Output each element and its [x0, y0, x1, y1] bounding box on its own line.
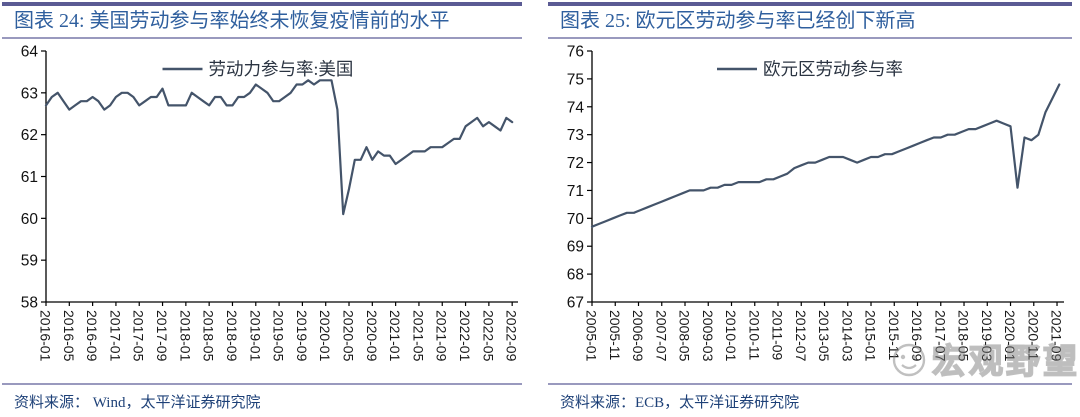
svg-text:2019-01: 2019-01: [247, 310, 263, 362]
svg-text:2014-03: 2014-03: [839, 310, 855, 362]
svg-text:2016-09: 2016-09: [84, 310, 100, 362]
chart-title: 图表 25: 欧元区劳动参与率已经创下新高: [560, 10, 916, 32]
svg-text:2019-09: 2019-09: [294, 310, 310, 362]
svg-text:劳动力参与率:美国: 劳动力参与率:美国: [209, 59, 354, 79]
svg-text:2020-09: 2020-09: [364, 310, 380, 362]
svg-text:2020-11: 2020-11: [1025, 310, 1041, 361]
source-divider: [548, 383, 1072, 385]
svg-text:59: 59: [21, 253, 38, 270]
svg-text:2018-05: 2018-05: [956, 310, 972, 362]
y-axis: 67 68 69 70 71 72 73 74 75 76: [567, 44, 593, 312]
svg-text:2022-05: 2022-05: [480, 310, 496, 362]
svg-text:74: 74: [567, 99, 585, 116]
svg-text:2010-11: 2010-11: [746, 310, 762, 361]
us-labor-participation-line-chart: 58 59 60 61 62 63 64 2016-01 2016-05 2016-09 2017-…: [21, 44, 520, 362]
svg-text:69: 69: [567, 239, 584, 256]
svg-text:2009-03: 2009-03: [700, 310, 716, 362]
svg-text:62: 62: [21, 127, 38, 144]
x-axis: 2016-01 2016-05 2016-09 2017-01 2017-05 2017-…: [38, 301, 520, 362]
svg-text:2015-01: 2015-01: [863, 310, 879, 362]
legend: 劳动力参与率:美国: [162, 59, 354, 79]
svg-text:2017-01: 2017-01: [107, 310, 123, 362]
svg-text:2015-11: 2015-11: [886, 310, 902, 361]
svg-text:72: 72: [567, 155, 584, 172]
y-axis: 58 59 60 61 62 63 64: [21, 44, 47, 312]
svg-text:2007-07: 2007-07: [653, 310, 669, 362]
svg-text:73: 73: [567, 127, 584, 144]
eurozone-labor-participation-line-chart: 67 68 69 70 71 72 73 74 75 76 2005-01 2005-11 2006-0…: [567, 44, 1065, 362]
chart-panel-eurozone-labor-participation: 图表 25: 欧元区劳动参与率已经创下新高 67 68 69 70 71 72 73 74 75…: [548, 2, 1072, 412]
svg-text:63: 63: [21, 85, 38, 102]
svg-text:2016-01: 2016-01: [38, 310, 54, 362]
svg-text:70: 70: [567, 211, 585, 228]
svg-text:2017-09: 2017-09: [154, 310, 170, 362]
svg-text:2020-05: 2020-05: [341, 310, 357, 362]
svg-text:2022-01: 2022-01: [457, 310, 473, 362]
title-divider: [2, 37, 522, 39]
title-divider: [548, 37, 1072, 39]
svg-text:2017-05: 2017-05: [131, 310, 147, 362]
svg-text:2006-09: 2006-09: [630, 310, 646, 362]
svg-text:2017-07: 2017-07: [932, 310, 948, 362]
svg-text:67: 67: [567, 295, 584, 312]
svg-text:2012-07: 2012-07: [793, 310, 809, 362]
svg-text:76: 76: [567, 44, 584, 61]
svg-text:2018-09: 2018-09: [224, 310, 240, 362]
legend: 欧元区劳动参与率: [717, 59, 903, 79]
svg-text:2021-09: 2021-09: [434, 310, 450, 362]
svg-text:75: 75: [567, 71, 584, 88]
svg-text:58: 58: [21, 295, 38, 312]
svg-text:欧元区劳动参与率: 欧元区劳动参与率: [763, 59, 903, 79]
svg-text:64: 64: [21, 44, 39, 61]
panel-top-accent-bar: [2, 2, 522, 6]
svg-text:2021-05: 2021-05: [410, 310, 426, 362]
svg-text:2011-09: 2011-09: [770, 310, 786, 361]
svg-text:2021-01: 2021-01: [387, 310, 403, 362]
svg-text:2020-01: 2020-01: [1002, 310, 1018, 362]
source-divider: [2, 383, 522, 385]
svg-text:2022-09: 2022-09: [504, 310, 520, 362]
x-axis: 2005-01 2005-11 2006-09 2007-07 2008-05 2009-…: [584, 301, 1065, 362]
series-line: [590, 83, 1061, 228]
svg-text:71: 71: [567, 183, 584, 200]
chart-panel-us-labor-participation: 图表 24: 美国劳动参与率始终未恢复疫情前的水平 58 59 60 61 62 63 64…: [2, 2, 522, 412]
series-line: [44, 79, 514, 216]
svg-text:68: 68: [567, 267, 584, 284]
svg-text:2019-03: 2019-03: [979, 310, 995, 362]
chart-title: 图表 24: 美国劳动参与率始终未恢复疫情前的水平: [14, 10, 450, 32]
svg-text:2020-01: 2020-01: [317, 310, 333, 362]
svg-text:2021-09: 2021-09: [1049, 310, 1065, 362]
svg-text:2008-05: 2008-05: [677, 310, 693, 362]
source-note: 资料来源：ECB，太平洋证券研究院: [560, 395, 800, 411]
svg-text:2005-01: 2005-01: [584, 310, 600, 362]
svg-text:60: 60: [21, 211, 39, 228]
svg-text:2019-05: 2019-05: [271, 310, 287, 362]
panel-top-accent-bar: [548, 2, 1072, 6]
svg-text:2018-01: 2018-01: [177, 310, 193, 362]
svg-text:2010-01: 2010-01: [723, 310, 739, 362]
svg-text:2016-09: 2016-09: [909, 310, 925, 362]
svg-text:2016-05: 2016-05: [61, 310, 77, 362]
svg-text:2005-11: 2005-11: [607, 310, 623, 361]
source-note: 资料来源： Wind，太平洋证券研究院: [14, 395, 261, 411]
svg-text:2013-05: 2013-05: [816, 310, 832, 362]
svg-text:61: 61: [21, 169, 38, 186]
svg-text:2018-05: 2018-05: [201, 310, 217, 362]
